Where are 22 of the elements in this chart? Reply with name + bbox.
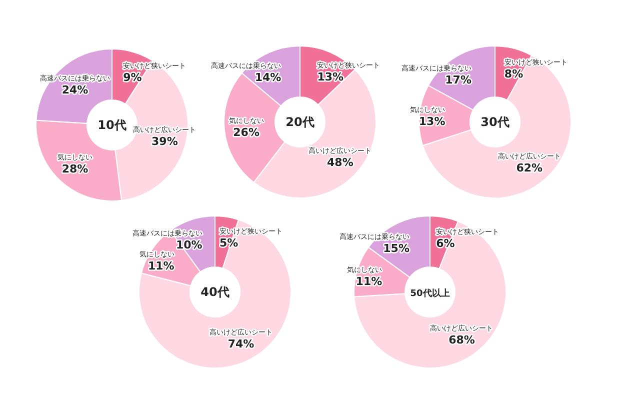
data-label: 9% — [123, 71, 142, 84]
text: 50代以上 — [410, 288, 450, 299]
data-label: 13% — [418, 114, 446, 128]
data-label: 11% — [148, 260, 174, 273]
data-label: 13% — [317, 70, 344, 84]
data-label: 48% — [327, 156, 354, 170]
data-label: 11% — [356, 274, 382, 288]
data-label: 62% — [516, 162, 543, 175]
data-label: 24% — [62, 84, 88, 97]
text: 20代 — [286, 115, 314, 129]
text: 10代 — [98, 118, 126, 132]
data-label: 15% — [383, 242, 410, 255]
data-label: 28% — [62, 162, 88, 176]
data-label: 10% — [176, 238, 202, 252]
text: 30代 — [480, 115, 510, 129]
data-label: 17% — [445, 74, 472, 87]
data-label: 26% — [233, 126, 260, 139]
data-label: 39% — [152, 134, 178, 148]
data-label: 74% — [228, 337, 254, 350]
data-label: 14% — [254, 71, 282, 84]
data-label: 68% — [448, 334, 475, 347]
text: 40代 — [200, 285, 230, 299]
